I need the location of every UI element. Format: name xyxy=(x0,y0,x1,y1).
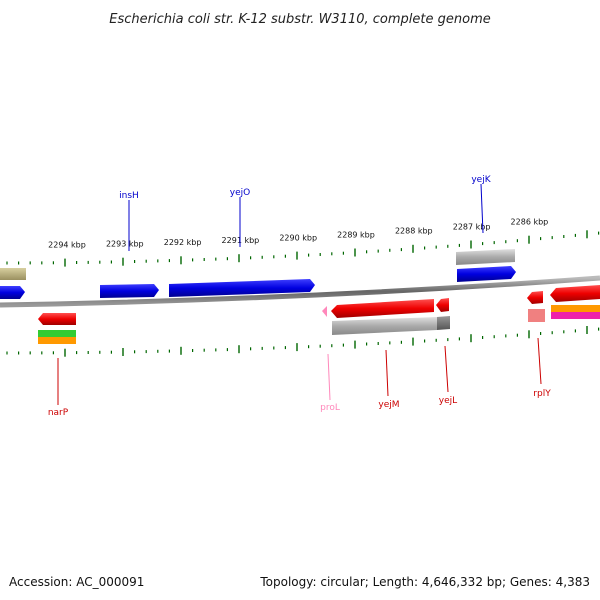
gray-feature-yejK[interactable] xyxy=(456,249,515,265)
scale-label: 2294 kbp xyxy=(48,241,86,250)
gene-leader-yejL xyxy=(444,345,449,393)
gene-arrow-rplY[interactable] xyxy=(527,291,543,304)
green-feature-narP[interactable] xyxy=(38,330,76,337)
scale-label: 2292 kbp xyxy=(164,238,202,247)
gene-name-yejL: yejL xyxy=(439,396,457,406)
reverse-feature-right[interactable] xyxy=(550,285,600,302)
scale-label: 2293 kbp xyxy=(106,240,144,249)
scale-label: 2289 kbp xyxy=(337,230,375,239)
gene-arrow-yejK[interactable] xyxy=(457,266,516,282)
gene-arrow-narP[interactable] xyxy=(38,313,76,325)
scale-ticks-inner xyxy=(6,326,600,357)
forward-feature-left[interactable] xyxy=(0,286,25,299)
gray-feature-yejM[interactable] xyxy=(332,317,437,335)
gene-label-insH[interactable]: insH xyxy=(119,191,139,251)
gene-name-yejM: yejM xyxy=(378,400,399,410)
gene-label-proL[interactable]: proL xyxy=(320,353,340,413)
orange-feature-narP[interactable] xyxy=(38,337,76,344)
map-title: Escherichia coli str. K-12 substr. W3110… xyxy=(109,12,490,27)
accession-text: Accession: AC_000091 xyxy=(9,575,145,589)
orange-feature-right[interactable] xyxy=(551,305,600,312)
pink-feature-rplY[interactable] xyxy=(528,309,545,322)
gene-leader-rplY xyxy=(537,337,542,385)
gene-leader-yejM xyxy=(385,349,389,397)
gray-feature-yejL[interactable] xyxy=(437,316,450,330)
magenta-feature-right[interactable] xyxy=(551,312,600,319)
scale-label: 2286 kbp xyxy=(511,218,549,227)
gene-name-insH: insH xyxy=(119,191,139,201)
gene-label-yejO[interactable]: yejO xyxy=(230,188,250,247)
gene-name-yejK: yejK xyxy=(471,175,491,185)
scale-label: 2288 kbp xyxy=(395,227,433,236)
gene-arrow-insH[interactable] xyxy=(100,284,159,298)
gene-label-narP[interactable]: narP xyxy=(48,358,69,418)
gene-label-yejM[interactable]: yejM xyxy=(378,349,400,410)
gene-arrow-yejO[interactable] xyxy=(169,279,315,297)
gene-arrow-proL[interactable] xyxy=(322,306,327,317)
gene-name-rplY: rplY xyxy=(533,389,551,399)
forward-features xyxy=(0,249,516,299)
genome-summary-text: Topology: circular; Length: 4,646,332 bp… xyxy=(260,575,590,589)
gene-arrow-yejL[interactable] xyxy=(436,298,449,312)
gene-arrow-yejM[interactable] xyxy=(331,299,434,318)
gene-name-yejO: yejO xyxy=(230,188,250,198)
gene-name-proL: proL xyxy=(320,403,340,413)
genome-backbone xyxy=(0,275,600,308)
gene-label-yejL[interactable]: yejL xyxy=(439,345,457,406)
gene-label-yejK[interactable]: yejK xyxy=(471,175,492,234)
scale-ticks-outer xyxy=(6,230,600,267)
gene-label-rplY[interactable]: rplY xyxy=(533,337,551,399)
scale-label: 2290 kbp xyxy=(279,234,317,243)
gene-leader-proL xyxy=(327,353,331,401)
gene-name-narP: narP xyxy=(48,408,69,418)
olive-feature-left[interactable] xyxy=(0,268,26,280)
scale-label: 2287 kbp xyxy=(453,223,491,232)
reverse-features xyxy=(38,285,600,344)
gene-leader-yejK xyxy=(480,183,484,234)
scale-labels: 2294 kbp 2293 kbp 2292 kbp 2291 kbp 2290 kbp… xyxy=(48,218,548,250)
gene-labels: insH yejO yejK narP proL yejM yejL rplY xyxy=(48,175,551,418)
